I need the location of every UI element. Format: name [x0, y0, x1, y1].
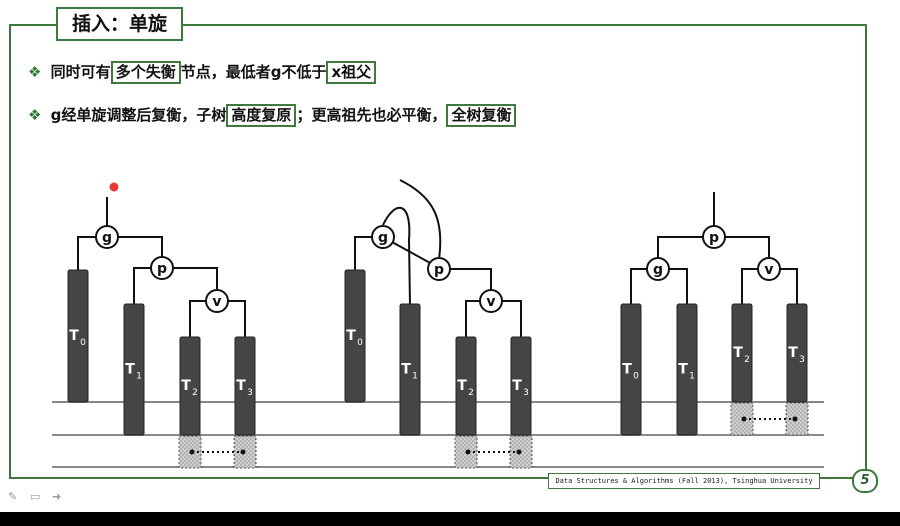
subtree-label: T	[181, 378, 191, 394]
bullet-1-box-b: x祖父	[326, 61, 377, 84]
tree-edge	[657, 236, 703, 258]
tree-edge	[118, 236, 163, 258]
slide-frame	[9, 24, 867, 479]
subtree-T2	[455, 336, 477, 436]
node-label: g	[378, 230, 388, 246]
tree-edge	[669, 268, 688, 304]
insert-marker-icon	[108, 181, 120, 193]
connector-dot	[516, 449, 522, 455]
bullet-2-box-b: 全树复衡	[446, 104, 517, 127]
tree-edge	[391, 241, 433, 265]
subtree-T1	[399, 303, 421, 436]
subtree-label: T	[622, 362, 632, 378]
footer-citation: Data Structures & Algorithms (Fall 2013)…	[548, 473, 820, 489]
subtree-label: T	[788, 345, 798, 361]
bullet-2-text-a: g经单旋调整后复衡，子树	[45, 106, 227, 124]
subtree-subscript: 1	[136, 372, 142, 382]
tree-edge	[173, 267, 218, 290]
subtree-label: T	[457, 378, 467, 394]
subtree-T0	[620, 303, 642, 436]
subtree-T3	[234, 336, 256, 436]
diamond-bullet-icon: ❖	[28, 106, 42, 124]
subtree-subscript: 3	[523, 388, 529, 398]
subtree-T0	[344, 269, 366, 403]
subtree-subscript: 1	[412, 372, 418, 382]
subtree-T3	[786, 303, 808, 403]
node-label: p	[434, 262, 444, 278]
rotation-arc	[382, 206, 411, 306]
connector-dot	[240, 449, 246, 455]
subtree-T2	[731, 303, 753, 403]
connector-dot	[465, 449, 471, 455]
subtree-T0	[67, 269, 89, 403]
bullet-1-text-b: 节点，最低者g不低于	[180, 63, 327, 81]
subtree-subscript: 1	[689, 372, 695, 382]
tree-edge	[780, 268, 798, 304]
subtree-label: T	[678, 362, 688, 378]
connector-dot	[741, 416, 747, 422]
node-label: g	[653, 262, 663, 278]
node-label: p	[157, 261, 167, 277]
subtree-subscript: 0	[633, 372, 639, 382]
tree-edge	[450, 268, 492, 290]
subtree-label: T	[236, 378, 246, 394]
arrow-icon[interactable]: ➜	[52, 490, 62, 503]
node-label: g	[102, 230, 112, 246]
subtree-subscript: 0	[80, 338, 86, 348]
subtree-label: T	[346, 328, 356, 344]
tree-edge	[189, 300, 206, 337]
tree-edge	[725, 236, 770, 258]
subtree-T2	[179, 336, 201, 436]
page-number: 5	[852, 469, 878, 493]
bullet-1-text-a: 同时可有	[45, 63, 111, 81]
tree-edge	[502, 300, 522, 337]
subtree-subscript: 2	[192, 388, 198, 398]
subtree-label: T	[512, 378, 522, 394]
pen-icon[interactable]: ✎	[8, 490, 18, 503]
tree-edge	[133, 267, 151, 304]
node-label: p	[709, 230, 719, 246]
connector-dot	[792, 416, 798, 422]
subtree-subscript: 3	[247, 388, 253, 398]
bullet-2-box-a: 高度复原	[226, 104, 297, 127]
node-label: v	[764, 262, 773, 278]
slide-title: 插入：单旋	[56, 7, 184, 41]
bullet-2: ❖ g经单旋调整后复衡，子树 高度复原 ；更高祖先也必平衡， 全树复衡	[28, 103, 517, 127]
tree-edge	[741, 268, 758, 304]
subtree-subscript: 2	[468, 388, 474, 398]
bullet-2-text-b: ；更高祖先也必平衡，	[296, 106, 447, 124]
subtree-label: T	[125, 362, 135, 378]
node-label: v	[486, 294, 495, 310]
subtree-subscript: 0	[357, 338, 363, 348]
diamond-bullet-icon: ❖	[28, 63, 42, 81]
connector-dot	[189, 449, 195, 455]
subtree-subscript: 2	[744, 355, 750, 365]
tree-edge	[354, 236, 372, 270]
subtree-T1	[676, 303, 698, 436]
rotation-arc	[399, 179, 442, 260]
tree-edge	[228, 300, 246, 337]
subtree-T1	[123, 303, 145, 436]
node-label: v	[212, 294, 221, 310]
tree-edge	[465, 300, 480, 337]
subtree-T3	[510, 336, 532, 436]
screen-icon[interactable]: ▭	[30, 490, 41, 503]
subtree-subscript: 3	[799, 355, 805, 365]
bullet-1: ❖ 同时可有 多个失衡 节点，最低者g不低于 x祖父	[28, 60, 377, 84]
subtree-label: T	[401, 362, 411, 378]
bullet-1-box-a: 多个失衡	[110, 61, 181, 84]
tree-edge	[77, 236, 96, 270]
subtree-label: T	[69, 328, 79, 344]
tree-edge	[630, 268, 647, 304]
subtree-label: T	[733, 345, 743, 361]
bottom-bar	[0, 512, 900, 526]
